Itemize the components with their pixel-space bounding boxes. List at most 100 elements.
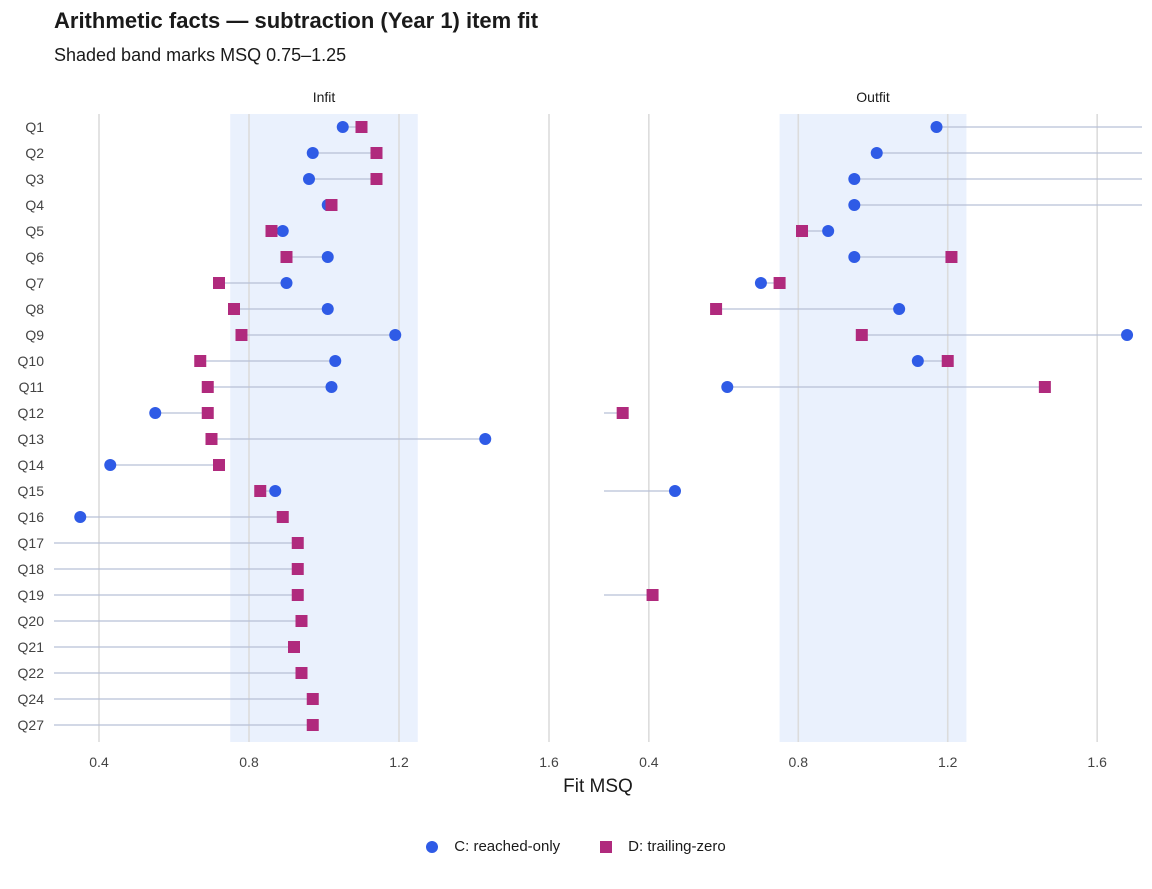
point-reached-only xyxy=(479,433,492,445)
point-reached-only xyxy=(668,485,681,497)
y-tick-label: Q5 xyxy=(25,223,44,239)
point-reached-only xyxy=(280,277,293,289)
point-reached-only xyxy=(721,381,734,393)
y-tick-label: Q6 xyxy=(25,249,44,265)
y-tick-label: Q18 xyxy=(18,561,45,577)
point-reached-only xyxy=(848,251,861,263)
x-tick-label: 1.6 xyxy=(539,754,559,770)
legend-label-c: C: reached-only xyxy=(454,838,561,855)
point-trailing-zero xyxy=(213,459,225,471)
y-tick-label: Q13 xyxy=(18,431,45,447)
point-reached-only xyxy=(893,303,906,315)
point-trailing-zero xyxy=(941,355,954,367)
point-reached-only xyxy=(325,381,338,393)
point-trailing-zero xyxy=(370,173,383,185)
y-tick-label: Q11 xyxy=(19,379,45,395)
point-reached-only xyxy=(822,225,835,237)
panel-label: Infit xyxy=(313,89,336,105)
y-tick-label: Q4 xyxy=(25,197,44,213)
point-reached-only xyxy=(754,277,767,289)
point-reached-only xyxy=(74,511,87,523)
y-tick-label: Q7 xyxy=(25,275,44,291)
point-trailing-zero xyxy=(710,303,723,315)
point-trailing-zero xyxy=(325,199,338,211)
point-trailing-zero xyxy=(254,485,267,497)
y-tick-label: Q21 xyxy=(18,639,45,655)
point-reached-only xyxy=(329,355,342,367)
point-reached-only xyxy=(911,355,924,367)
point-trailing-zero xyxy=(306,693,319,705)
point-trailing-zero xyxy=(235,329,248,341)
point-reached-only xyxy=(276,225,289,237)
legend-item-c: C: reached-only xyxy=(426,838,560,855)
y-tick-label: Q15 xyxy=(18,483,45,499)
point-reached-only xyxy=(321,303,334,315)
point-trailing-zero xyxy=(646,589,659,601)
x-axis-label: Fit MSQ xyxy=(563,776,633,797)
point-trailing-zero xyxy=(288,641,300,653)
point-reached-only xyxy=(306,147,319,159)
point-trailing-zero xyxy=(796,225,809,237)
y-tick-label: Q1 xyxy=(25,119,44,135)
panel-label: Outfit xyxy=(856,89,890,105)
y-tick-label: Q27 xyxy=(18,717,45,733)
point-trailing-zero xyxy=(306,719,319,731)
point-trailing-zero xyxy=(295,667,308,679)
y-tick-label: Q14 xyxy=(18,457,45,473)
point-trailing-zero xyxy=(228,303,240,315)
point-trailing-zero xyxy=(265,225,278,237)
square-marker-icon xyxy=(600,840,613,853)
msq-band xyxy=(779,114,967,742)
point-reached-only xyxy=(870,147,883,159)
point-reached-only xyxy=(303,173,315,185)
point-reached-only xyxy=(1121,329,1134,341)
y-tick-label: Q17 xyxy=(18,535,45,551)
chart-subtitle: Shaded band marks MSQ 0.75–1.25 xyxy=(54,45,347,65)
legend: C: reached-only D: trailing-zero xyxy=(0,838,1152,855)
x-tick-label: 0.8 xyxy=(789,754,809,770)
point-reached-only xyxy=(269,485,282,497)
point-reached-only xyxy=(149,407,162,419)
point-trailing-zero xyxy=(194,355,207,367)
x-tick-label: 0.4 xyxy=(89,754,109,770)
y-tick-label: Q8 xyxy=(25,301,44,317)
y-tick-label: Q12 xyxy=(18,405,45,421)
y-tick-label: Q2 xyxy=(25,145,44,161)
point-trailing-zero xyxy=(370,147,383,159)
y-tick-label: Q10 xyxy=(18,353,45,369)
point-trailing-zero xyxy=(280,251,293,263)
point-reached-only xyxy=(930,121,943,133)
point-reached-only xyxy=(848,199,861,211)
point-trailing-zero xyxy=(291,537,304,549)
point-reached-only xyxy=(848,173,861,185)
point-reached-only xyxy=(389,329,402,341)
point-trailing-zero xyxy=(1038,381,1051,393)
y-tick-label: Q22 xyxy=(18,665,45,681)
point-trailing-zero xyxy=(276,511,289,523)
point-trailing-zero xyxy=(295,615,308,627)
point-reached-only xyxy=(321,251,334,263)
point-reached-only xyxy=(336,121,349,133)
y-tick-label: Q16 xyxy=(18,509,45,525)
circle-marker-icon xyxy=(426,840,439,853)
point-reached-only xyxy=(104,459,117,471)
legend-label-d: D: trailing-zero xyxy=(628,838,726,855)
point-trailing-zero xyxy=(945,251,958,263)
point-trailing-zero xyxy=(291,589,304,601)
point-trailing-zero xyxy=(201,381,214,393)
x-tick-label: 1.2 xyxy=(938,754,958,770)
point-trailing-zero xyxy=(355,121,368,133)
y-tick-label: Q3 xyxy=(25,171,44,187)
y-tick-label: Q20 xyxy=(18,613,45,629)
x-tick-label: 0.4 xyxy=(639,754,659,770)
legend-item-d: D: trailing-zero xyxy=(600,838,726,855)
msq-band xyxy=(230,114,418,742)
point-trailing-zero xyxy=(855,329,868,341)
point-trailing-zero xyxy=(291,563,304,575)
point-trailing-zero xyxy=(213,277,225,289)
chart-title: Arithmetic facts — subtraction (Year 1) … xyxy=(54,8,539,33)
y-tick-label: Q9 xyxy=(25,327,44,343)
point-trailing-zero xyxy=(205,433,218,445)
point-trailing-zero xyxy=(616,407,629,419)
